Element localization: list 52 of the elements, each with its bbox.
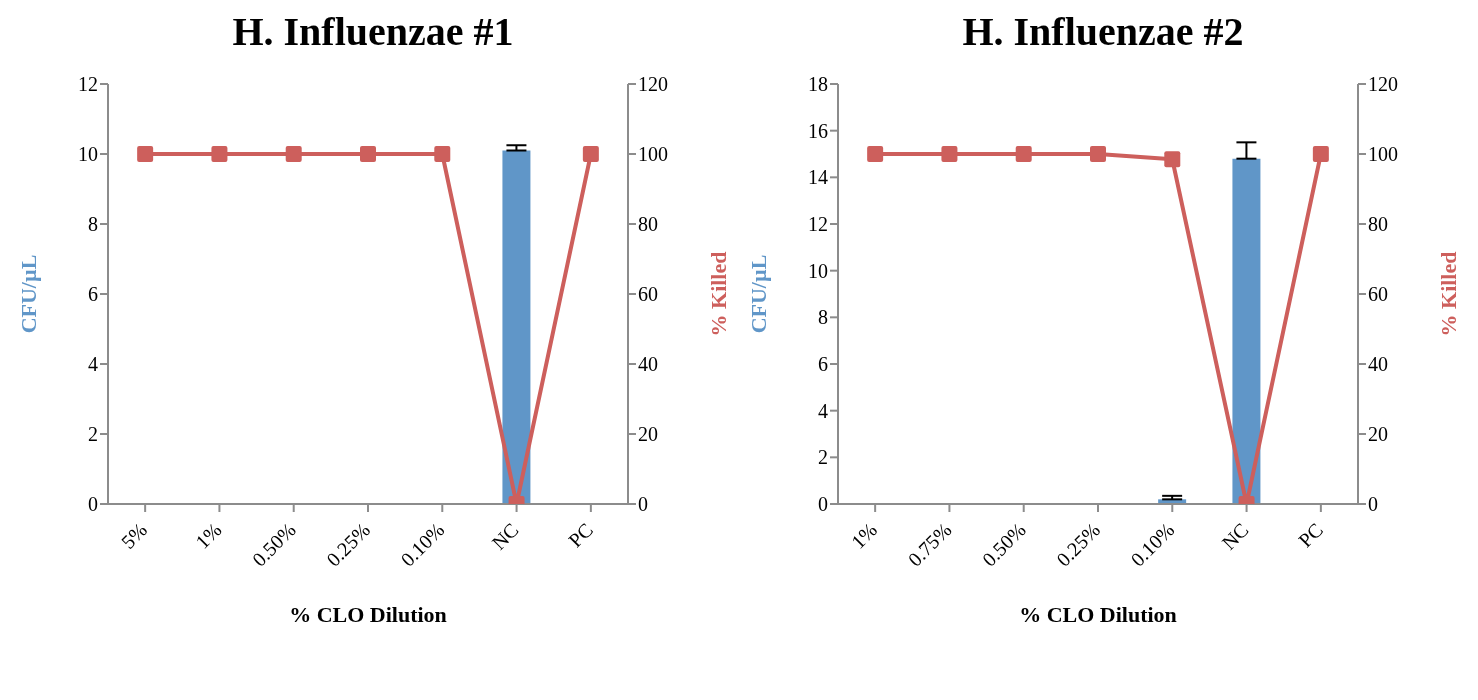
chart-title: H. Influenzae #2 xyxy=(961,8,1245,56)
x-tick-label: NC xyxy=(487,518,523,554)
y-tick-label: 6 xyxy=(818,353,828,376)
point xyxy=(1164,151,1181,168)
y2-tick-label: 0 xyxy=(1368,493,1378,516)
y-tick-label: 4 xyxy=(818,399,828,422)
y-axis-title: CFU/µL xyxy=(745,254,771,334)
y2-tick-label: 40 xyxy=(1368,353,1388,376)
point xyxy=(941,146,958,162)
y2-tick-label: 20 xyxy=(638,423,658,446)
y-tick-label: 6 xyxy=(88,283,98,306)
y-tick-label: 2 xyxy=(88,423,98,446)
y-tick-label: 18 xyxy=(808,73,828,96)
x-axis-title: % CLO Dilution xyxy=(289,602,447,627)
y2-tick-label: 80 xyxy=(1368,213,1388,236)
x-tick-label: NC xyxy=(1217,518,1253,554)
y-tick-label: 10 xyxy=(808,259,828,282)
point xyxy=(1090,146,1106,162)
y2-tick-label: 40 xyxy=(638,353,658,376)
y-tick-label: 8 xyxy=(818,306,828,329)
y-tick-label: 14 xyxy=(808,166,828,189)
point xyxy=(867,146,884,162)
y2-axis-title: % Killed xyxy=(1435,251,1461,337)
y2-tick-label: 100 xyxy=(1368,143,1398,166)
point xyxy=(1015,146,1032,162)
y-tick-label: 4 xyxy=(88,353,98,376)
y-tick-label: 10 xyxy=(78,143,98,166)
y-tick-label: 12 xyxy=(808,213,828,236)
y-tick-label: 16 xyxy=(808,119,828,142)
y-tick-label: 0 xyxy=(88,493,98,516)
y-axis-title: CFU/µL xyxy=(15,254,41,334)
y-tick-label: 0 xyxy=(818,493,828,516)
y2-tick-label: 60 xyxy=(1368,283,1388,306)
x-tick-label: PC xyxy=(1294,518,1327,552)
y-tick-label: 8 xyxy=(88,213,98,236)
y-tick-label: 2 xyxy=(818,446,828,469)
x-axis-title: % CLO Dilution xyxy=(1019,602,1177,627)
x-tick-label: PC xyxy=(564,518,597,552)
y2-tick-label: 120 xyxy=(638,73,668,96)
y2-axis-title: % Killed xyxy=(705,251,731,337)
y-tick-label: 12 xyxy=(78,73,98,96)
y2-tick-label: 60 xyxy=(638,283,658,306)
y2-tick-label: 120 xyxy=(1368,73,1398,96)
point xyxy=(1312,146,1329,162)
y2-tick-label: 80 xyxy=(638,213,658,236)
chart-title: H. Influenzae #1 xyxy=(231,8,515,56)
y2-tick-label: 100 xyxy=(638,143,668,166)
y2-tick-label: 0 xyxy=(638,493,648,516)
x-tick-label: 1% xyxy=(191,518,226,553)
x-tick-label: 1% xyxy=(846,518,882,553)
x-tick-label: 5% xyxy=(116,518,152,553)
y2-tick-label: 20 xyxy=(1368,423,1388,446)
